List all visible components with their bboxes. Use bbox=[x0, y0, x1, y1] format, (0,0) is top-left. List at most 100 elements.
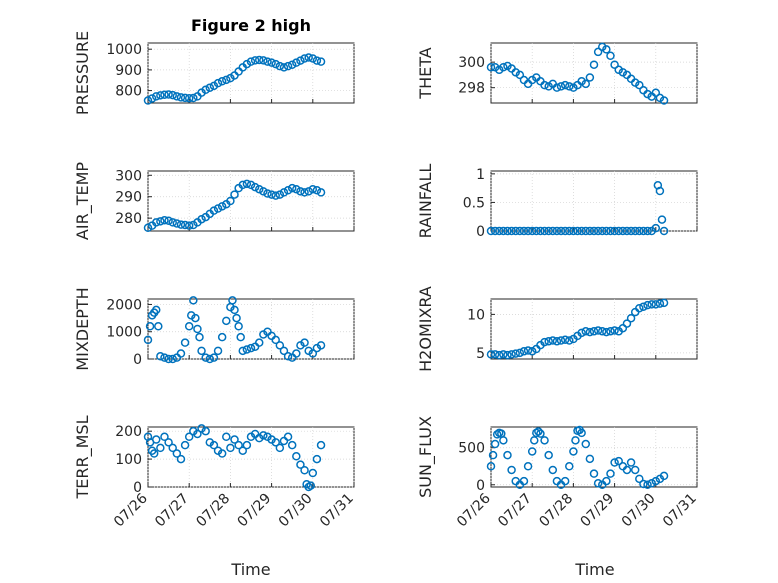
rainfall-data-point bbox=[659, 226, 669, 236]
figure-title: Figure 2 high bbox=[191, 16, 311, 35]
sun-flux-data-point bbox=[639, 479, 648, 489]
mixdepth-data-point bbox=[189, 296, 198, 305]
terr-msl-data-point bbox=[156, 443, 165, 453]
pressure-data-point bbox=[316, 57, 326, 66]
sun-flux-data-point bbox=[626, 458, 636, 467]
sun-flux-data-point bbox=[610, 458, 619, 467]
sun-flux-y-tick-label: 0 bbox=[476, 478, 485, 494]
h2omixra-data-point bbox=[639, 302, 648, 311]
terr-msl-data-point bbox=[217, 449, 227, 458]
theta-data-point bbox=[565, 82, 574, 91]
air-temp-data-point bbox=[209, 206, 219, 215]
h2omixra-y-axis-label: H2OMIXRA bbox=[416, 286, 435, 372]
theta-data-point bbox=[610, 60, 619, 69]
air-temp-data-point bbox=[304, 187, 313, 196]
pressure-data-point bbox=[201, 85, 210, 95]
air-temp-data-point bbox=[259, 187, 268, 196]
h2omixra-data-point bbox=[659, 298, 669, 308]
theta-data-point bbox=[651, 88, 661, 98]
air-temp-data-point bbox=[250, 182, 260, 192]
rainfall-data-point bbox=[577, 226, 586, 236]
sun-flux-data-point bbox=[569, 447, 578, 456]
pressure-data-point bbox=[287, 60, 297, 69]
terr-msl-data-point bbox=[300, 466, 309, 475]
sun-flux-data-point bbox=[527, 447, 537, 456]
h2omixra-data-point bbox=[577, 328, 586, 338]
mixdepth-y-tick-label: 1000 bbox=[106, 325, 142, 341]
h2omixra-data-point bbox=[490, 350, 500, 359]
mixdepth-data-point bbox=[316, 341, 326, 350]
air-temp-data-point bbox=[254, 184, 264, 194]
terr-msl-data-point bbox=[308, 468, 318, 478]
pressure-data-point bbox=[275, 61, 285, 71]
sun-flux-data-point bbox=[548, 465, 558, 475]
mixdepth-data-point bbox=[232, 313, 241, 323]
terr-msl-y-axis-label: TERR_MSL bbox=[73, 415, 93, 499]
theta-data-point bbox=[581, 79, 591, 89]
mixdepth-data-point bbox=[164, 354, 173, 364]
rainfall-y-axis-label: RAINFALL bbox=[416, 164, 435, 239]
rainfall-data-point bbox=[540, 226, 549, 236]
rainfall-data-point bbox=[523, 226, 533, 236]
sun-flux-data-point bbox=[499, 436, 508, 445]
rainfall-data-point bbox=[585, 226, 595, 236]
theta-data-point bbox=[593, 47, 603, 57]
h2omixra-data-point bbox=[507, 350, 516, 359]
mixdepth-data-point bbox=[283, 352, 293, 361]
rainfall-data-point bbox=[606, 226, 615, 236]
pressure-data-point bbox=[168, 90, 177, 100]
air-temp-data-point bbox=[164, 216, 173, 225]
terr-msl-data-point bbox=[222, 432, 231, 442]
sun-flux-data-point bbox=[581, 439, 591, 449]
pressure-data-point bbox=[176, 93, 186, 102]
h2omixra-data-point bbox=[499, 350, 508, 359]
sun-flux-data-point bbox=[651, 476, 661, 486]
h2omixra-data-point bbox=[635, 303, 644, 313]
rainfall-data-point bbox=[503, 226, 512, 236]
h2omixra-data-point bbox=[606, 327, 615, 336]
mixdepth-data-point bbox=[292, 349, 301, 358]
mixdepth-data-point bbox=[279, 346, 289, 356]
terr-msl-data-point bbox=[164, 438, 173, 447]
terr-msl-data-point bbox=[287, 440, 297, 450]
rainfall-y-tick-label: 1 bbox=[476, 167, 485, 183]
theta-data-point bbox=[659, 96, 669, 105]
rainfall-data-point bbox=[622, 226, 632, 236]
rainfall-data-point bbox=[565, 226, 574, 236]
panel-mixdepth: 0 1000 2000 MIXDEPTH bbox=[73, 287, 355, 371]
pressure-axes-frame bbox=[147, 42, 355, 104]
pressure-y-tick-label: 900 bbox=[115, 63, 142, 79]
terr-msl-data-point bbox=[316, 440, 326, 450]
h2omixra-data-point bbox=[544, 337, 553, 346]
h2omixra-data-point bbox=[552, 337, 562, 346]
h2omixra-data-point bbox=[647, 300, 656, 309]
air-temp-data-point bbox=[316, 188, 326, 197]
sun-flux-y-tick-label: 500 bbox=[458, 441, 485, 457]
h2omixra-data-point bbox=[626, 313, 636, 323]
mixdepth-data-point bbox=[143, 335, 153, 345]
air-temp-data-point bbox=[156, 217, 165, 226]
mixdepth-data-point bbox=[213, 346, 223, 356]
h2omixra-data-point bbox=[655, 299, 665, 308]
rainfall-data-point bbox=[556, 226, 566, 236]
rainfall-data-point bbox=[486, 226, 496, 236]
theta-data-point bbox=[635, 80, 644, 90]
pressure-data-point bbox=[250, 56, 260, 65]
pressure-data-point bbox=[143, 96, 153, 105]
theta-data-point bbox=[606, 51, 615, 61]
sun-flux-data-point bbox=[486, 462, 496, 471]
sun-flux-data-point bbox=[585, 454, 595, 464]
rainfall-data-point bbox=[519, 226, 529, 236]
h2omixra-data-point bbox=[610, 326, 619, 335]
sun-flux-x-tick-label: 07/27 bbox=[495, 491, 535, 531]
h2omixra-data-point bbox=[622, 319, 632, 328]
theta-data-point bbox=[585, 73, 595, 82]
mixdepth-y-tick-label: 0 bbox=[133, 352, 142, 368]
theta-data-point bbox=[602, 45, 611, 54]
pressure-data-point bbox=[172, 92, 182, 101]
mixdepth-data-point bbox=[217, 332, 227, 342]
h2omixra-data-point bbox=[589, 327, 599, 336]
mixdepth-data-point bbox=[228, 296, 237, 305]
pressure-data-point bbox=[263, 57, 272, 66]
sun-flux-data-point bbox=[614, 456, 623, 466]
